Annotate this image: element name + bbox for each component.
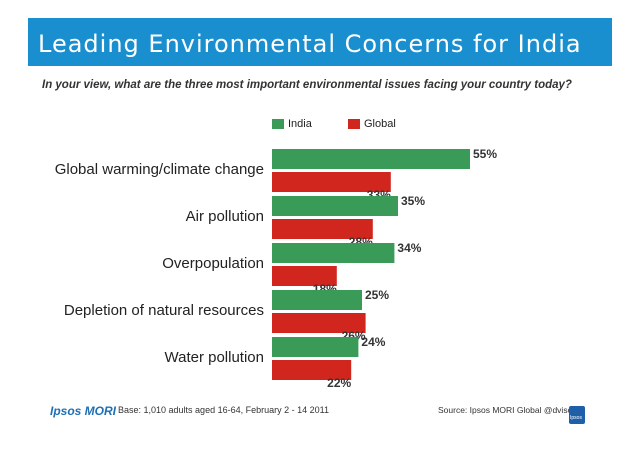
title-bar: Leading Environmental Concerns for India	[28, 18, 612, 66]
category-label: Global warming/climate change	[55, 161, 264, 178]
ipsos-badge-icon: Ipsos	[569, 406, 585, 424]
bar-global	[272, 266, 337, 286]
legend-india-label: India	[288, 118, 312, 130]
bar-global	[272, 172, 391, 192]
bar-global	[272, 219, 373, 239]
bar-india	[272, 243, 395, 263]
legend-india: India	[272, 118, 312, 130]
value-label-india: 35%	[401, 194, 425, 208]
category-label: Water pollution	[165, 349, 265, 366]
value-label-india: 34%	[397, 241, 421, 255]
bar-india	[272, 196, 398, 216]
category-label: Air pollution	[186, 208, 264, 225]
bar-india	[272, 149, 470, 169]
value-label-india: 25%	[365, 288, 389, 302]
legend-global: Global	[348, 118, 396, 130]
value-label-global: 22%	[327, 376, 351, 390]
value-label-india: 24%	[361, 335, 385, 349]
category-label: Depletion of natural resources	[64, 302, 264, 319]
base-note: Base: 1,010 adults aged 16-64, February …	[118, 405, 329, 415]
legend-india-swatch	[272, 119, 284, 129]
category-label: Overpopulation	[162, 255, 264, 272]
page-title: Leading Environmental Concerns for India	[38, 30, 582, 58]
ipsos-badge-label: Ipsos	[570, 415, 582, 421]
ipsos-mori-logo: Ipsos MORI	[50, 404, 117, 418]
bar-global	[272, 360, 352, 380]
legend-global-swatch	[348, 119, 360, 129]
survey-question: In your view, what are the three most im…	[42, 79, 572, 91]
legend-global-label: Global	[364, 118, 396, 130]
source-note: Source: Ipsos MORI Global @dvisor	[438, 405, 576, 415]
bar-india	[272, 337, 359, 357]
bar-india	[272, 290, 362, 310]
bar-global	[272, 313, 366, 333]
value-label-india: 55%	[473, 147, 497, 161]
